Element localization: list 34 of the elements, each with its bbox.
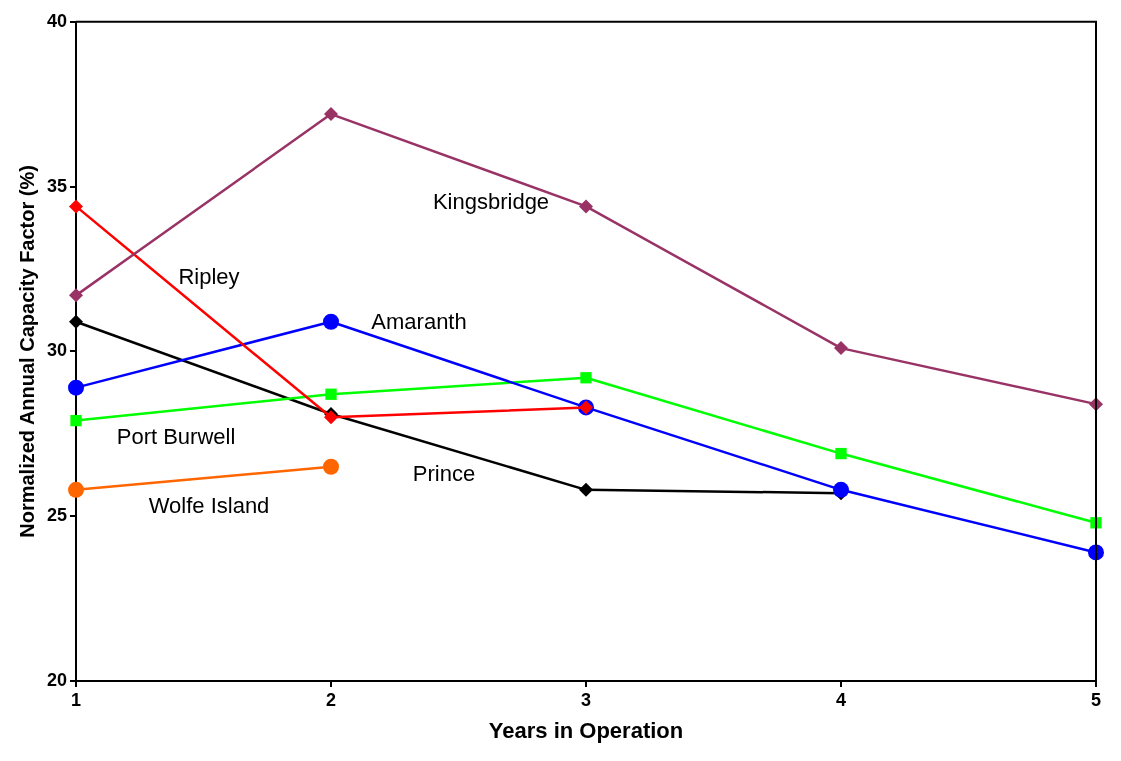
- series-label: Kingsbridge: [432, 189, 550, 215]
- y-tick-label: 35: [46, 175, 68, 196]
- point: [834, 341, 849, 356]
- x-tick-label: 2: [326, 689, 337, 710]
- point: [323, 458, 340, 475]
- point: [323, 313, 340, 330]
- x-axis-title: Years in Operation: [488, 717, 684, 743]
- series-label: Prince: [412, 461, 476, 487]
- x-tick-label: 1: [71, 689, 82, 710]
- point: [580, 372, 592, 384]
- point: [325, 388, 337, 400]
- point: [833, 481, 850, 498]
- y-tick-label: 20: [46, 669, 68, 690]
- point: [324, 107, 339, 122]
- point: [68, 379, 85, 396]
- point: [69, 199, 84, 214]
- x-tick-label: 5: [1090, 689, 1102, 710]
- x-tick-label: 3: [581, 689, 592, 710]
- point: [70, 414, 82, 427]
- point: [579, 199, 594, 214]
- x-tick-label: 4: [836, 689, 847, 710]
- y-axis-title: Normalized Annual Capacity Factor (%): [15, 165, 38, 538]
- point: [835, 447, 847, 460]
- y-tick-label: 30: [46, 340, 68, 361]
- series-label: Wolfe Island: [148, 492, 270, 518]
- point: [69, 314, 84, 329]
- point: [69, 288, 84, 303]
- y-tick-label: 25: [46, 505, 68, 526]
- series-label: Amaranth: [371, 308, 467, 334]
- series-label: Ripley: [178, 264, 240, 290]
- series-label: Port Burwell: [116, 423, 236, 449]
- y-tick-label: 40: [46, 10, 68, 31]
- point: [579, 482, 594, 497]
- point: [68, 481, 85, 498]
